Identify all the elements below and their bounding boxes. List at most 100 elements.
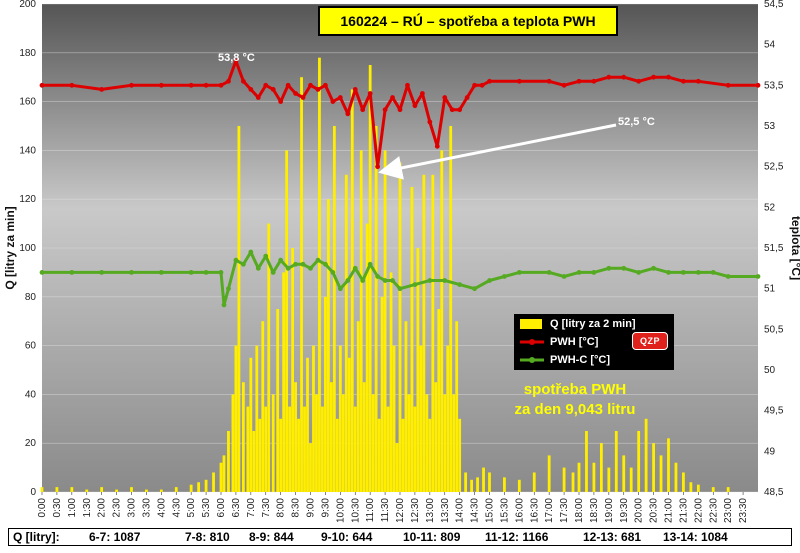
x-tick-label: 21:00 [664, 498, 675, 523]
y-left-tick-label: 80 [25, 292, 37, 303]
q-bar [401, 418, 405, 492]
q-bar [607, 467, 611, 492]
hourly-summary-bar: Q [litry]: 6-7: 1087 7-8: 810 8-9: 844 9… [8, 528, 792, 546]
pwhc-point [218, 270, 224, 275]
q-bar [189, 484, 193, 492]
pwhc-point [69, 270, 75, 275]
q-bar [347, 357, 351, 492]
x-tick-label: 14:00 [455, 498, 466, 523]
x-tick-label: 23:00 [723, 498, 734, 523]
pwh-point [248, 87, 254, 92]
q-bar [446, 345, 450, 492]
x-tick-label: 17:00 [544, 498, 555, 523]
q-bar [204, 479, 208, 492]
q-bar [407, 394, 411, 492]
q-bar [241, 382, 245, 492]
q-bar [258, 418, 262, 492]
pwhc-point [263, 253, 269, 259]
q-bar [300, 77, 303, 492]
pwh-point [546, 78, 552, 84]
pwhc-point [240, 261, 246, 267]
x-tick-label: 19:00 [604, 498, 615, 523]
y-left-tick-label: 160 [19, 97, 36, 108]
pwhc-point [375, 274, 381, 279]
q-bar [159, 489, 163, 492]
q-bar [659, 455, 663, 492]
pwh-point [263, 82, 269, 88]
pwh-point [405, 82, 410, 88]
pwh-point [240, 78, 246, 84]
q-bar [279, 418, 283, 492]
pwh-point [293, 91, 298, 96]
summary-item: 6-7: 1087 [89, 530, 141, 544]
pwhc-point [129, 270, 134, 275]
q-bar [667, 438, 670, 492]
x-tick-label: 5:00 [186, 498, 197, 518]
pwh-point [651, 74, 656, 80]
pwhc-point [412, 282, 418, 287]
pwhc-point [397, 286, 403, 292]
pwhc-point [308, 265, 313, 271]
x-tick-label: 14:30 [470, 498, 481, 523]
x-tick-label: 22:30 [708, 498, 719, 523]
pwh-point [270, 87, 276, 92]
pwh-point [666, 74, 671, 80]
x-tick-label: 2:00 [97, 498, 108, 518]
q-bar [614, 431, 618, 492]
q-bar [368, 65, 372, 492]
pwhc-point [345, 278, 351, 283]
x-tick-label: 10:30 [350, 498, 361, 523]
pwh-point [755, 82, 761, 88]
q-bar [306, 357, 309, 492]
pwhc-point [360, 278, 366, 283]
total-line-2: za den 9,043 litru [514, 401, 636, 418]
x-tick-label: 7:00 [246, 498, 257, 518]
x-tick-label: 7:30 [261, 498, 272, 518]
pwh-point [561, 82, 567, 88]
q-bar [288, 406, 292, 492]
pwh-point [129, 82, 134, 88]
pwhc-point [99, 270, 105, 275]
pwhc-point [233, 257, 239, 263]
q-bar [476, 477, 479, 492]
legend-swatch-pwh [520, 339, 544, 345]
q-bar [404, 321, 408, 492]
y-right-tick-label: 48,5 [764, 487, 784, 498]
x-tick-label: 15:00 [485, 498, 496, 523]
pwh-point [621, 74, 627, 80]
pwh-point [300, 95, 306, 100]
x-tick-label: 16:00 [514, 498, 525, 523]
pwh-point [99, 87, 105, 92]
q-bar [40, 487, 44, 492]
q-bar [488, 472, 491, 492]
x-tick-label: 11:30 [380, 498, 391, 523]
y-left-tick-label: 200 [19, 0, 36, 10]
q-bar [383, 150, 387, 492]
q-bar [592, 462, 596, 492]
q-bar [315, 394, 318, 492]
q-bar [517, 479, 521, 492]
annotation-arrow [378, 123, 617, 180]
pwhc-point [725, 274, 731, 279]
x-tick-label: 18:00 [574, 498, 585, 523]
q-bar [234, 345, 238, 492]
q-bar [458, 418, 462, 492]
pwhc-point [591, 270, 597, 275]
pwh-point [69, 82, 75, 88]
x-tick-label: 19:30 [619, 498, 630, 523]
pwhc-point [681, 270, 686, 275]
y-left-tick-label: 140 [19, 145, 36, 156]
q-bar [359, 150, 363, 492]
y-left-tick-label: 60 [25, 341, 37, 352]
q-bar [416, 248, 420, 492]
q-bar [622, 455, 626, 492]
q-bar [440, 150, 444, 492]
pwhc-point [606, 265, 612, 271]
y-right-tick-label: 51 [764, 284, 776, 295]
q-bar [464, 472, 468, 492]
x-tick-label: 18:30 [589, 498, 600, 523]
q-bar [437, 309, 441, 492]
x-tick-label: 0:30 [52, 498, 63, 518]
total-line-1: spotřeba PWH [523, 381, 627, 398]
